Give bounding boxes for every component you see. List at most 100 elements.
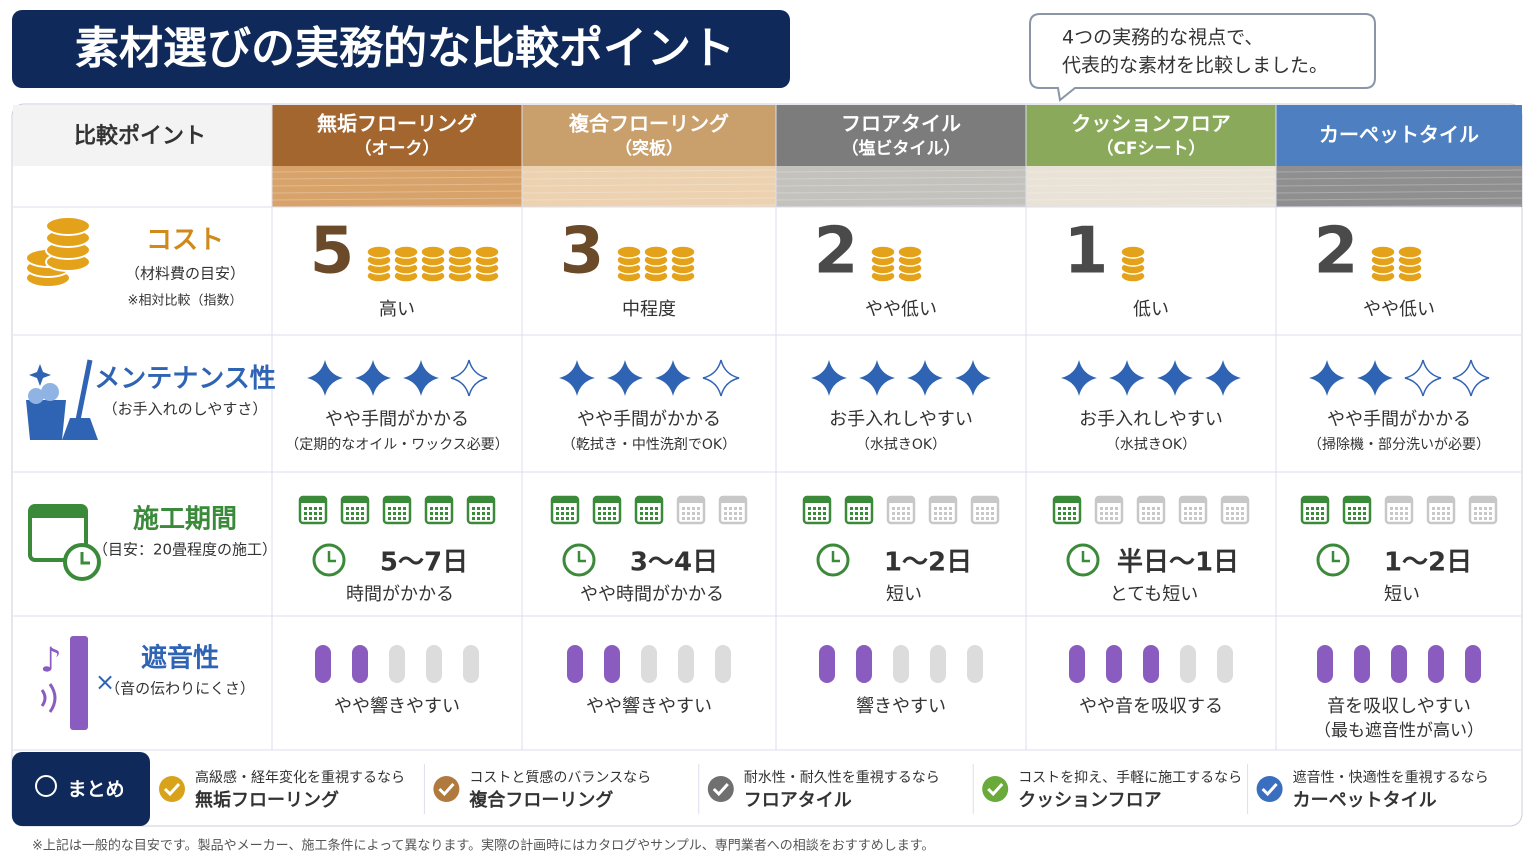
calendar-day bbox=[403, 507, 406, 510]
sound-bar-filled bbox=[567, 645, 583, 683]
calendar-day bbox=[566, 517, 569, 520]
texture-line bbox=[271, 183, 523, 187]
coin-stack bbox=[1397, 245, 1423, 283]
calendar-day bbox=[398, 507, 401, 510]
texture-line bbox=[271, 190, 523, 194]
calendar-day bbox=[598, 507, 601, 510]
texture-line bbox=[1275, 169, 1523, 173]
column-sub: （オーク） bbox=[355, 138, 440, 159]
calendar-day bbox=[1199, 517, 1202, 520]
calendar-day bbox=[1110, 507, 1113, 510]
calendar-day bbox=[1231, 517, 1234, 520]
calendar-day bbox=[393, 507, 396, 510]
texture-line bbox=[775, 169, 1027, 173]
cost-text: やや低い bbox=[1363, 299, 1435, 320]
calendar-day bbox=[739, 512, 742, 515]
calendar-day bbox=[472, 512, 475, 515]
check-mark bbox=[712, 782, 729, 797]
sound-bar-empty bbox=[893, 645, 909, 683]
sound-bar-filled bbox=[1106, 645, 1122, 683]
check-icon bbox=[707, 776, 734, 802]
row-note: ※相対比較（指数） bbox=[128, 294, 243, 309]
star-empty bbox=[1452, 359, 1490, 397]
row-sub: （目安：20畳程度の施工） bbox=[93, 541, 277, 559]
calendar-day bbox=[1063, 512, 1066, 515]
coin bbox=[366, 245, 392, 259]
calendar-day bbox=[724, 507, 727, 510]
summary-line1: コストと質感のバランスなら bbox=[469, 769, 651, 786]
calendar-day bbox=[1363, 517, 1366, 520]
calendar-day bbox=[944, 507, 947, 510]
star-filled bbox=[1309, 360, 1345, 396]
calendar-day bbox=[650, 507, 653, 510]
calendar-empty bbox=[1178, 495, 1208, 525]
texture-line bbox=[1025, 197, 1277, 201]
clock-icon bbox=[1316, 543, 1350, 577]
maintenance-text: お手入れしやすい bbox=[1079, 409, 1223, 430]
coin-stack bbox=[1120, 245, 1146, 283]
summary-line2: クッションフロア bbox=[1018, 790, 1161, 811]
star-filled bbox=[955, 360, 991, 396]
texture-line bbox=[271, 176, 523, 180]
calendar-day bbox=[477, 512, 480, 515]
calendar-day bbox=[1447, 512, 1450, 515]
period-text: 短い bbox=[886, 584, 922, 605]
coin-stack bbox=[420, 245, 446, 283]
calendar-day bbox=[724, 517, 727, 520]
calendar-top bbox=[804, 497, 830, 503]
calendar-day bbox=[991, 517, 994, 520]
calendar-day bbox=[1157, 512, 1160, 515]
calendar-day bbox=[1395, 507, 1398, 510]
calendar-day bbox=[304, 517, 307, 520]
calendar-day bbox=[445, 517, 448, 520]
calendar-top bbox=[1302, 497, 1328, 503]
coin bbox=[897, 245, 923, 259]
coin-stack bbox=[366, 245, 392, 283]
calendar-top bbox=[636, 497, 662, 503]
calendar-day bbox=[1110, 512, 1113, 515]
calendar-empty bbox=[1468, 495, 1498, 525]
calendar-top bbox=[342, 497, 368, 503]
calendar-top bbox=[468, 497, 494, 503]
calendar-day bbox=[645, 507, 648, 510]
sound-bar-empty bbox=[930, 645, 946, 683]
check-icon bbox=[982, 776, 1009, 802]
calendar-day bbox=[603, 512, 606, 515]
corner-label: 比較ポイント bbox=[74, 123, 206, 149]
calendar-day bbox=[1157, 507, 1160, 510]
calendar-day bbox=[1115, 512, 1118, 515]
calendar-day bbox=[818, 507, 821, 510]
calendar-day bbox=[304, 512, 307, 515]
star-filled bbox=[1357, 360, 1393, 396]
calendar-day bbox=[1199, 512, 1202, 515]
check-mark bbox=[1261, 782, 1278, 797]
calendar-icon bbox=[28, 504, 101, 581]
cleaning-icon bbox=[26, 359, 98, 440]
calendar-day bbox=[1405, 517, 1408, 520]
calendar-day bbox=[1474, 507, 1477, 510]
calendar-day bbox=[1184, 512, 1187, 515]
check-mark bbox=[987, 782, 1004, 797]
calendar-day bbox=[1442, 512, 1445, 515]
calendar-day bbox=[1194, 507, 1197, 510]
sound-text: やや響きやすい bbox=[586, 696, 712, 717]
calendar-day bbox=[902, 517, 905, 520]
calendar-day bbox=[1189, 507, 1192, 510]
calendar-day bbox=[1316, 517, 1319, 520]
calendar-day bbox=[939, 507, 942, 510]
calendar-day bbox=[949, 507, 952, 510]
calendar-day bbox=[356, 507, 359, 510]
sound-text: 音を吸収しやすい bbox=[1327, 696, 1471, 717]
calendar-filled bbox=[844, 495, 874, 525]
star-filled bbox=[907, 360, 943, 396]
texture-line bbox=[521, 190, 777, 194]
calendar-day bbox=[440, 517, 443, 520]
column-sub: （突板） bbox=[615, 138, 683, 159]
texture-line bbox=[775, 190, 1027, 194]
calendar-day bbox=[1479, 507, 1482, 510]
calendar-day bbox=[902, 507, 905, 510]
coin-stack bbox=[616, 245, 642, 283]
cost-index: 2 bbox=[1314, 215, 1359, 289]
maintenance-note: （水拭きOK） bbox=[856, 437, 946, 453]
calendar-day bbox=[655, 517, 658, 520]
